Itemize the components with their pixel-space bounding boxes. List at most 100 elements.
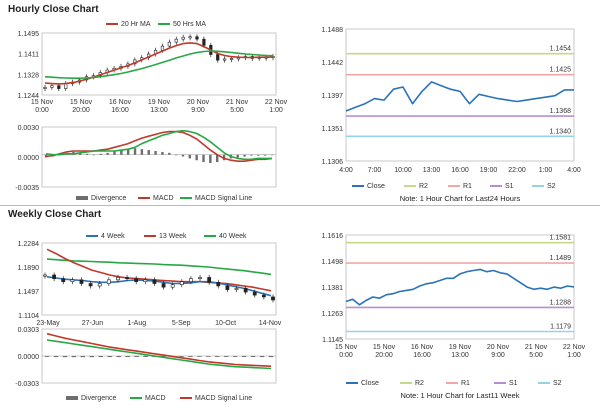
weekly-candle xyxy=(170,284,175,288)
weekly-divergence-bar xyxy=(71,356,77,358)
hourly-legend-macd-signal: MACD Signal Line xyxy=(195,195,252,202)
weekly-legend-13-week: 13 Week xyxy=(159,233,187,240)
weekly-divergence-bar xyxy=(107,356,112,358)
weekly-legend-close: Close xyxy=(361,380,379,387)
weekly-close-line xyxy=(345,268,575,306)
hourly-pivot-x-tick: 4:00 xyxy=(339,167,353,174)
weekly-pivot-y-tick: 1.1145 xyxy=(322,337,343,344)
hourly-price-x-tick: 19 Nov xyxy=(148,99,171,106)
hourly-divergence-bar xyxy=(195,154,198,161)
weekly-pivot-x-tick: 21 Nov xyxy=(525,344,548,351)
weekly-candle xyxy=(207,277,212,283)
weekly-candle xyxy=(52,274,57,279)
weekly-legend-divergence-swatch xyxy=(66,396,78,400)
weekly-legend-r2: R2 xyxy=(415,380,424,387)
hourly-macd-line xyxy=(45,130,273,162)
weekly-candle xyxy=(116,277,120,281)
weekly-price-y-tick: 1.2284 xyxy=(18,241,40,248)
weekly-candle xyxy=(79,279,84,284)
hourly-divergence-bar xyxy=(243,154,246,157)
weekly-40-week-line xyxy=(46,258,272,276)
hourly-price-y-tick: 1.1328 xyxy=(18,72,40,79)
weekly-divergence-bar xyxy=(62,356,68,358)
weekly-divergence-bar xyxy=(259,356,265,358)
hourly-legend-divergence-swatch xyxy=(76,196,88,200)
weekly-legend-s1: S1 xyxy=(509,380,518,387)
hourly-candle xyxy=(223,58,227,61)
hourly-close-line xyxy=(345,81,574,112)
hourly-price-x-tick: 20 Nov xyxy=(187,99,210,106)
weekly-macd-signal-line xyxy=(46,339,272,370)
weekly-divergence-bar xyxy=(224,356,229,357)
hourly-divergence-bar xyxy=(161,151,164,155)
hourly-divergence-bar xyxy=(133,148,137,155)
hourly-legend-50hr-ma: 50 Hrs MA xyxy=(173,21,206,28)
weekly-legend-r1: R1 xyxy=(461,380,470,387)
hourly-divergence-bar xyxy=(257,154,260,156)
hourly-divergence-bar xyxy=(120,150,123,155)
weekly-price-frame xyxy=(41,242,277,316)
hourly-pivot-s1-label: 1.1368 xyxy=(550,108,572,115)
hourly-price-x-tick: 5:00 xyxy=(230,107,244,114)
hourly-price-x-tick: 0:00 xyxy=(35,107,49,114)
weekly-pivot-x-tick: 19 Nov xyxy=(449,344,472,351)
hourly-divergence-bar xyxy=(209,154,212,163)
weekly-pivot-x-tick: 1:00 xyxy=(567,352,581,359)
hourly-divergence-bar xyxy=(106,152,109,155)
weekly-divergence-bar xyxy=(134,356,139,357)
hourly-pivot-y-tick: 1.1397 xyxy=(322,93,344,100)
hourly-macd-frame xyxy=(41,126,277,188)
weekly-divergence-bar xyxy=(188,356,193,357)
weekly-legend-4-week: 4 Week xyxy=(101,233,125,240)
weekly-candle xyxy=(61,278,66,282)
hourly-divergence-bar xyxy=(188,154,192,159)
weekly-candle xyxy=(125,277,129,279)
hourly-macd-signal-line xyxy=(45,129,272,161)
hourly-divergence-bar xyxy=(216,154,219,163)
hourly-price-x-tick: 1:00 xyxy=(269,107,283,114)
hourly-divergence-bar xyxy=(154,151,157,155)
weekly-pivot-x-tick: 22 Nov xyxy=(563,344,586,351)
hourly-pivot-x-tick: 16:00 xyxy=(451,167,469,174)
weekly-pivot-s1-label: 1.1288 xyxy=(550,299,572,306)
weekly-divergence-bar xyxy=(161,356,166,357)
hourly-candle xyxy=(43,87,47,89)
weekly-pivot-note: Note: 1 Hour Chart for Last11 Week xyxy=(401,391,520,400)
hourly-candle xyxy=(167,41,171,47)
hourly-candle xyxy=(50,85,54,88)
weekly-pivot-x-tick: 15 Nov xyxy=(335,344,358,351)
hourly-pivot-frame xyxy=(345,28,575,162)
hourly-pivot-note: Note: 1 Hour Chart for Last24 Hours xyxy=(400,194,521,203)
hourly-legend-r2: R2 xyxy=(419,183,428,190)
weekly-macd-y-tick: 0.0000 xyxy=(18,354,40,361)
weekly-divergence-bar xyxy=(44,356,50,357)
weekly-legend-40-week: 40 Week xyxy=(219,233,247,240)
hourly-pivot-x-tick: 7:00 xyxy=(368,167,382,174)
hourly-divergence-bar xyxy=(270,154,274,156)
hourly-price-y-tick: 1.1495 xyxy=(18,31,40,38)
weekly-pivot-x-tick: 0:00 xyxy=(339,352,353,359)
weekly-divergence-bar xyxy=(53,356,59,358)
hourly-pivot-s2-label: 1.1340 xyxy=(550,128,572,135)
hourly-50hr-ma-line xyxy=(44,50,274,79)
weekly-pivot-y-tick: 1.1498 xyxy=(322,259,344,266)
hourly-candle xyxy=(57,85,61,89)
hourly-candle xyxy=(195,36,199,40)
weekly-divergence-bar xyxy=(241,356,247,357)
weekly-candle xyxy=(134,278,139,282)
hourly-legend-divergence: Divergence xyxy=(91,195,127,202)
weekly-section-title: Weekly Close Chart xyxy=(8,209,102,220)
hourly-price-x-tick: 9:00 xyxy=(191,107,205,114)
weekly-candle xyxy=(216,281,221,287)
weekly-13-week-line xyxy=(46,248,272,292)
hourly-macd-y-tick: 0.0030 xyxy=(18,125,40,132)
hourly-price-y-tick: 1.1244 xyxy=(18,93,40,100)
hourly-legend-close: Close xyxy=(367,183,385,190)
hourly-price-x-tick: 22 Nov xyxy=(265,99,288,106)
weekly-pivot-x-tick: 9:00 xyxy=(491,352,505,359)
hourly-candle xyxy=(174,38,178,43)
weekly-price-x-tick: 5-Sep xyxy=(172,320,191,327)
weekly-price-y-tick: 1.1890 xyxy=(18,265,40,272)
weekly-divergence-bar xyxy=(206,356,211,357)
hourly-pivot-x-tick: 4:00 xyxy=(567,167,581,174)
